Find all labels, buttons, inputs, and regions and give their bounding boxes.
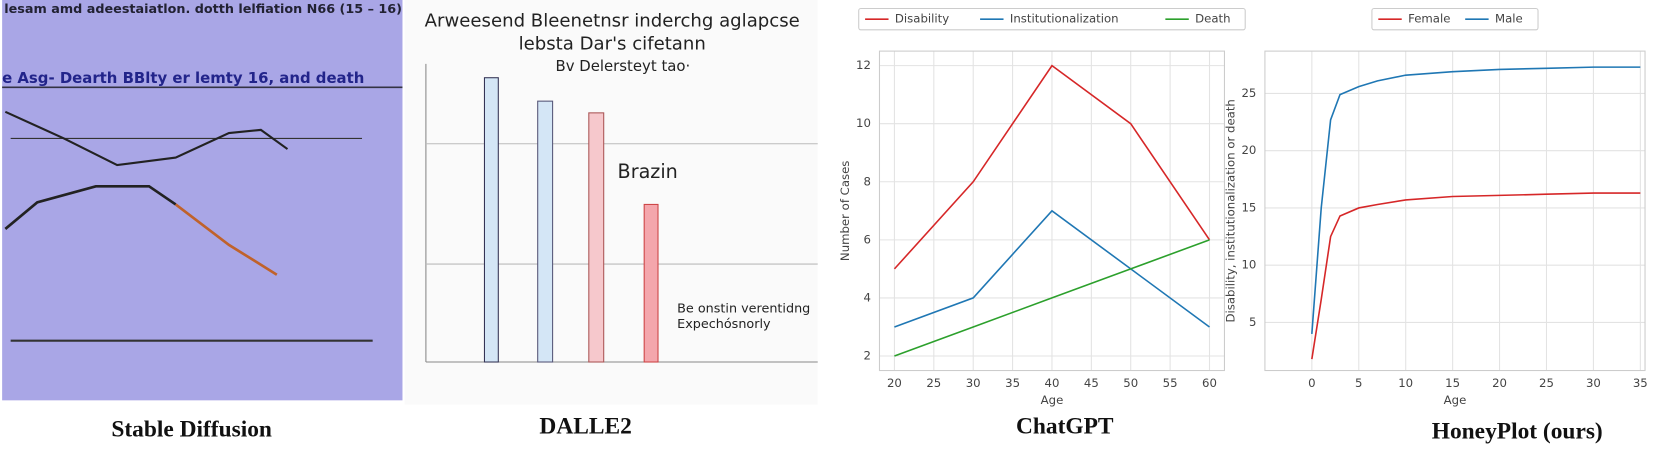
x-tick-label: 15 xyxy=(1445,376,1460,390)
data-line xyxy=(893,64,1211,270)
x-tick-label: 10 xyxy=(1398,376,1413,390)
x-tick-label: 25 xyxy=(1539,376,1554,390)
x-tick-label: 50 xyxy=(1123,376,1138,390)
sd-image: lesam amd adeestaiatlon. dotth lelfiatio… xyxy=(2,0,403,401)
x-axis-label: Age xyxy=(1041,393,1064,407)
dalle-bar xyxy=(483,77,499,363)
sd-curve xyxy=(4,184,177,230)
dalle-text: Arweesend Bleenetnsr inderchg aglapcse xyxy=(425,10,800,31)
legend-label: Disability xyxy=(895,12,949,26)
caption: HoneyPlot (ours) xyxy=(1432,419,1603,445)
y-tick-label: 12 xyxy=(856,58,871,72)
x-tick-label: 60 xyxy=(1202,376,1217,390)
legend-label: Death xyxy=(1195,12,1230,26)
plot-frame xyxy=(878,50,1225,372)
dalle-text: Bv Delersteyt tao· xyxy=(555,57,690,75)
caption: ChatGPT xyxy=(1016,413,1114,439)
x-tick-label: 35 xyxy=(1005,376,1020,390)
dalle-bar xyxy=(588,112,605,363)
x-tick-label: 30 xyxy=(966,376,981,390)
y-tick-label: 15 xyxy=(1241,200,1256,214)
sd-curve xyxy=(4,110,289,167)
data-line xyxy=(894,209,1210,328)
legend-label: Institutionalization xyxy=(1010,12,1119,26)
x-tick-label: 20 xyxy=(1492,376,1507,390)
caption: Stable Diffusion xyxy=(111,417,272,443)
legend-frame xyxy=(858,7,1246,31)
legend-frame xyxy=(1371,7,1539,31)
dalle-bar xyxy=(643,203,659,363)
y-tick-label: 5 xyxy=(1249,315,1256,329)
y-tick-label: 10 xyxy=(856,116,871,130)
x-tick-label: 45 xyxy=(1084,376,1099,390)
x-tick-label: 30 xyxy=(1586,376,1601,390)
y-tick-label: 20 xyxy=(1241,143,1256,157)
dalle-text: Be onstin verentidng xyxy=(677,301,810,316)
dalle-text: Expechósnorly xyxy=(677,317,771,332)
legend-label: Female xyxy=(1408,12,1450,26)
x-tick-label: 40 xyxy=(1045,376,1060,390)
y-tick-label: 6 xyxy=(864,232,871,246)
x-tick-label: 0 xyxy=(1308,376,1315,390)
x-tick-label: 5 xyxy=(1355,376,1362,390)
y-axis-label: Number of Cases xyxy=(838,161,852,261)
x-axis-label: Age xyxy=(1444,393,1467,407)
plot-frame xyxy=(1264,50,1646,372)
data-line xyxy=(1311,192,1641,360)
sd-curve xyxy=(174,203,278,276)
x-tick-label: 25 xyxy=(926,376,941,390)
dalle-text: Brazin xyxy=(618,160,678,183)
y-tick-label: 2 xyxy=(864,349,871,363)
y-tick-label: 25 xyxy=(1241,86,1256,100)
x-tick-label: 20 xyxy=(887,376,902,390)
data-line xyxy=(894,239,1210,357)
y-tick-label: 4 xyxy=(864,290,871,304)
dalle-image: Arweesend Bleenetnsr inderchg aglapcse l… xyxy=(404,0,818,405)
legend-label: Male xyxy=(1495,12,1523,26)
y-tick-label: 8 xyxy=(864,174,871,188)
x-tick-label: 35 xyxy=(1633,376,1648,390)
y-axis-label: Disability, institutionalization or deat… xyxy=(1223,99,1237,322)
data-line xyxy=(1311,66,1641,334)
dalle-bar xyxy=(537,100,554,363)
caption: DALLE2 xyxy=(539,413,631,439)
x-tick-label: 55 xyxy=(1163,376,1178,390)
sd-text: lesam amd adeestaiatlon. dotth lelfiatio… xyxy=(4,2,402,17)
y-tick-label: 10 xyxy=(1241,258,1256,272)
sd-background xyxy=(2,0,403,401)
sd-text: e Asg- Dearth BBlty er lemty 16, and dea… xyxy=(2,69,364,87)
dalle-text: lebsta Dar's cifetann xyxy=(519,34,706,55)
dalle-background xyxy=(404,0,818,405)
